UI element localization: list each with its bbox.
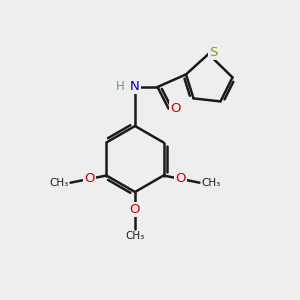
Text: CH₃: CH₃ bbox=[201, 178, 220, 188]
Text: O: O bbox=[176, 172, 186, 185]
Text: S: S bbox=[209, 46, 217, 59]
Text: CH₃: CH₃ bbox=[50, 178, 69, 188]
Text: O: O bbox=[130, 203, 140, 216]
Text: CH₃: CH₃ bbox=[125, 231, 145, 241]
Text: N: N bbox=[130, 80, 140, 94]
Text: O: O bbox=[84, 172, 94, 185]
Text: O: O bbox=[170, 102, 181, 115]
Text: H: H bbox=[116, 80, 124, 94]
